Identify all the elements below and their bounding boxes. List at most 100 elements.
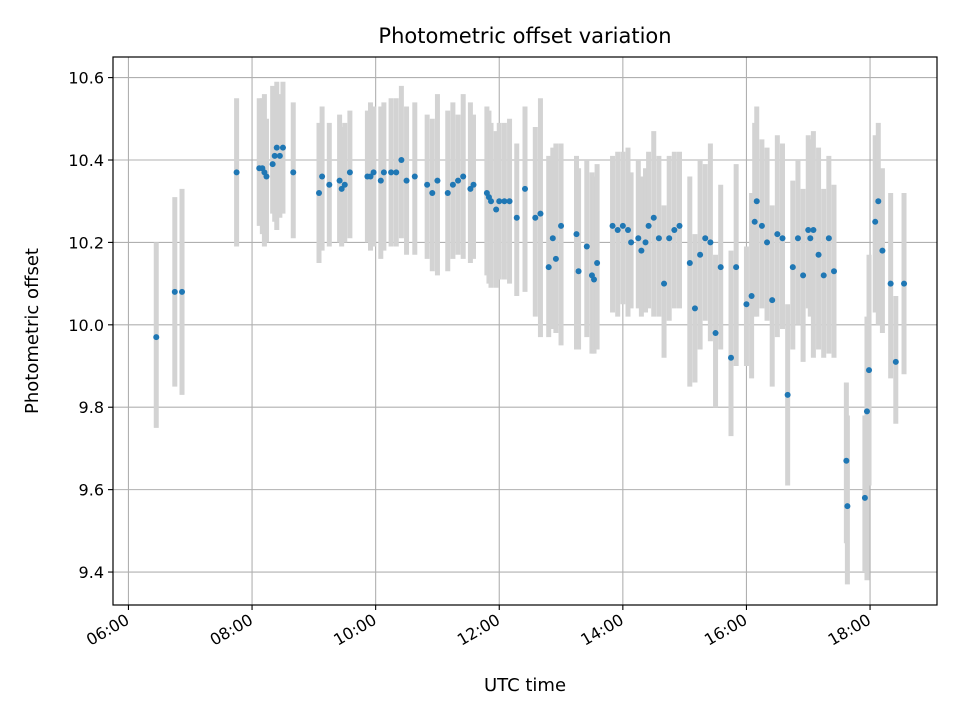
data-point xyxy=(594,260,601,267)
data-point xyxy=(591,276,598,283)
data-point xyxy=(429,189,436,196)
data-point xyxy=(815,251,822,258)
data-point xyxy=(388,169,395,176)
data-point xyxy=(549,235,556,242)
data-point xyxy=(424,181,431,188)
data-point xyxy=(810,227,817,234)
data-point xyxy=(702,235,709,242)
data-point xyxy=(712,330,719,337)
data-point xyxy=(769,297,776,304)
data-point xyxy=(532,214,539,221)
data-point xyxy=(341,181,348,188)
data-point xyxy=(153,334,160,341)
data-point xyxy=(179,288,186,295)
data-point xyxy=(807,235,814,242)
data-point xyxy=(661,280,668,287)
data-point xyxy=(552,255,559,262)
data-point xyxy=(522,185,528,192)
data-point xyxy=(758,222,765,229)
y-tick-label: 10.6 xyxy=(68,69,104,88)
data-point xyxy=(444,189,451,196)
data-point xyxy=(493,206,500,213)
data-point xyxy=(676,222,683,229)
data-point xyxy=(820,272,827,279)
data-point xyxy=(460,173,467,180)
data-point xyxy=(887,280,894,287)
data-point xyxy=(743,301,750,308)
data-point xyxy=(338,185,345,192)
data-point xyxy=(697,251,704,258)
data-point xyxy=(861,494,868,501)
data-point xyxy=(825,235,832,242)
data-point xyxy=(794,235,801,242)
data-point xyxy=(844,503,851,510)
data-point xyxy=(269,161,276,168)
plot-frame xyxy=(112,56,938,606)
data-point xyxy=(892,358,899,365)
data-point xyxy=(501,198,508,205)
data-point xyxy=(316,189,322,196)
data-point xyxy=(614,227,621,234)
data-point xyxy=(843,457,850,464)
data-point xyxy=(279,144,286,151)
data-point xyxy=(346,169,353,176)
data-point xyxy=(449,181,456,188)
data-point xyxy=(276,152,283,159)
data-point xyxy=(537,210,544,217)
data-point xyxy=(831,268,837,275)
data-point xyxy=(728,354,734,361)
data-points xyxy=(153,144,908,510)
data-point xyxy=(784,391,791,398)
data-point xyxy=(171,288,178,295)
data-point xyxy=(575,268,582,275)
data-point xyxy=(691,305,698,312)
data-point xyxy=(901,280,908,287)
data-point xyxy=(609,222,616,229)
data-point xyxy=(393,169,400,176)
data-point xyxy=(774,231,781,238)
data-point xyxy=(779,235,786,242)
data-point xyxy=(326,181,333,188)
data-point xyxy=(545,264,552,271)
data-point xyxy=(470,181,477,188)
data-point xyxy=(377,177,384,184)
data-point xyxy=(573,231,580,238)
data-point xyxy=(863,408,870,415)
data-point xyxy=(645,222,652,229)
data-point xyxy=(370,169,377,176)
data-point xyxy=(380,169,387,176)
y-axis: 9.4 9.6 9.8 10.0 10.2 10.4 10.6 xyxy=(68,69,113,582)
data-point xyxy=(434,177,441,184)
data-point xyxy=(655,235,662,242)
data-point xyxy=(707,239,714,246)
chart-title: Photometric offset variation xyxy=(378,24,671,48)
data-point xyxy=(635,235,642,242)
data-point xyxy=(398,157,405,164)
data-point xyxy=(319,173,326,180)
data-point xyxy=(488,198,495,205)
data-point xyxy=(271,152,278,159)
data-point xyxy=(733,264,740,271)
data-point xyxy=(800,272,807,279)
data-point xyxy=(671,227,678,234)
y-tick-label: 9.4 xyxy=(79,563,104,582)
data-point xyxy=(751,218,758,225)
data-point xyxy=(717,264,724,271)
data-point xyxy=(642,239,649,246)
data-point xyxy=(273,144,280,151)
data-point xyxy=(263,173,270,180)
data-point xyxy=(666,235,673,242)
data-point xyxy=(875,198,882,205)
y-tick-label: 10.0 xyxy=(68,316,104,335)
data-point xyxy=(336,177,343,184)
data-point xyxy=(628,239,635,246)
data-point xyxy=(625,227,631,234)
x-axis-label: UTC time xyxy=(484,675,566,696)
data-point xyxy=(619,222,626,229)
y-axis-label: Photometric offset xyxy=(22,248,43,414)
data-point xyxy=(686,260,693,267)
data-point xyxy=(789,264,796,271)
y-tick-label: 9.8 xyxy=(79,398,104,417)
